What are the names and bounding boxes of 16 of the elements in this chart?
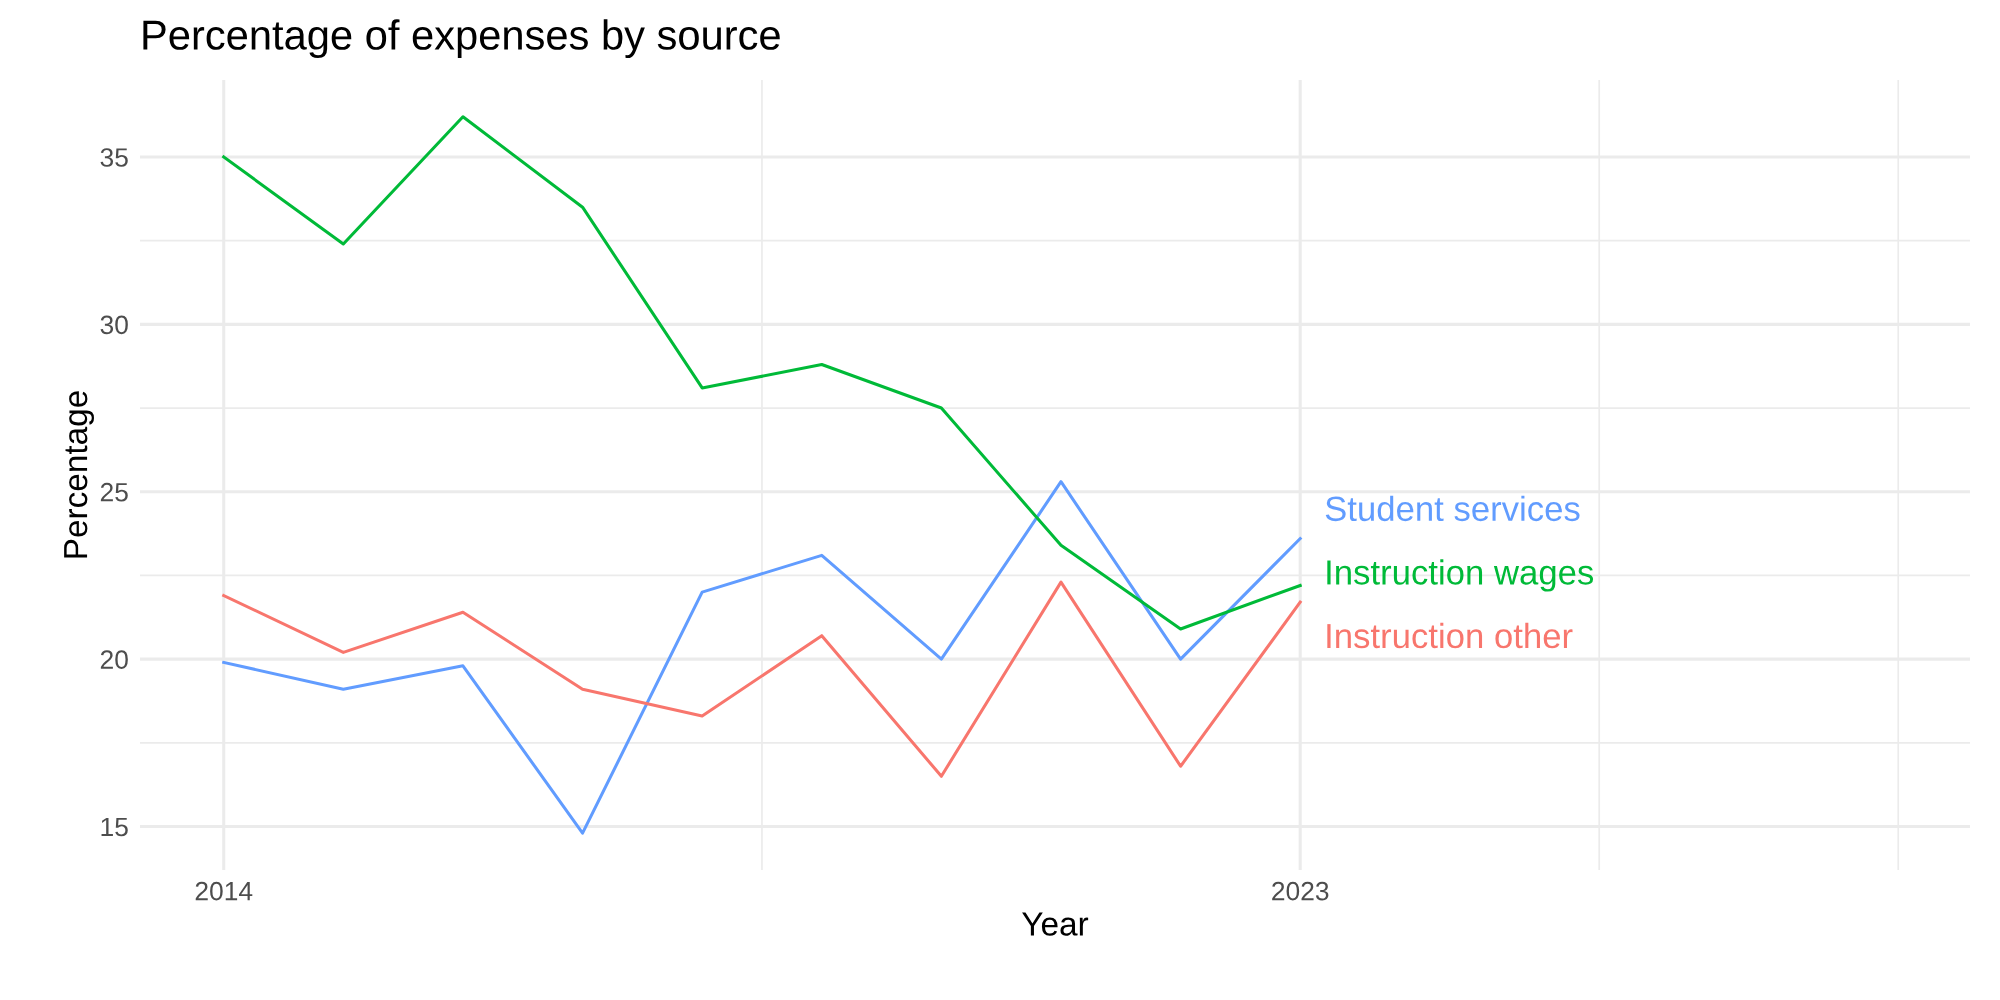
series-label: Instruction other — [1327, 622, 1573, 649]
y-tick-label: 15 — [101, 817, 128, 837]
y-tick-label: 30 — [100, 315, 128, 335]
series-label: Student services — [1325, 495, 1580, 522]
x-tick-label: 2014 — [195, 881, 253, 901]
line-series — [222, 580, 1302, 778]
series-label: Instruction wages — [1327, 559, 1594, 592]
y-tick-label: 20 — [100, 650, 128, 669]
y-axis-title: Percentage — [64, 391, 94, 558]
x-axis-title: Year — [1022, 912, 1089, 936]
y-tick-label: 35 — [100, 148, 128, 167]
line-series — [222, 480, 1302, 835]
chart-title: Percentage of expenses by source — [143, 19, 780, 59]
x-tick-label: 2023 — [1272, 881, 1329, 901]
line-series — [222, 115, 1302, 631]
y-tick-label: 25 — [100, 482, 128, 502]
